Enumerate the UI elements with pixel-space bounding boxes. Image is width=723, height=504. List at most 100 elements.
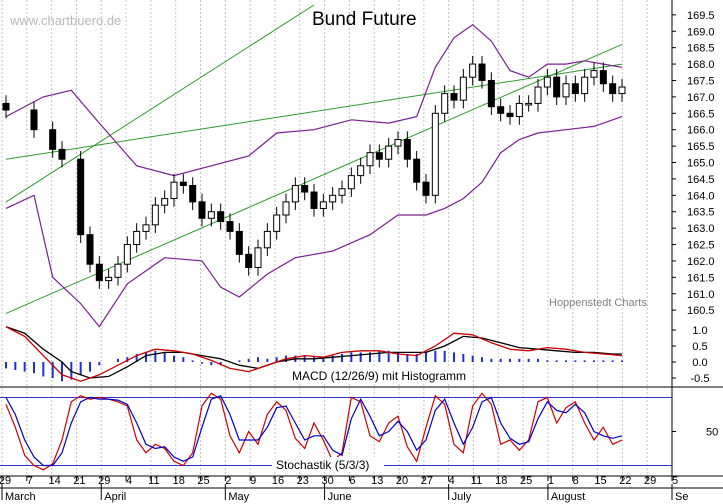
month-label: Se — [675, 491, 688, 503]
candle-body — [151, 204, 159, 226]
candle-body — [179, 181, 187, 186]
trend-line — [5, 63, 623, 160]
candle-body — [95, 263, 103, 282]
watermark: www.chartbuero.de — [9, 13, 121, 28]
candle-body — [599, 70, 607, 85]
price-panel — [2, 4, 626, 328]
x-tick-label: 25 — [520, 475, 532, 487]
y-tick-label: 169.5 — [687, 10, 715, 22]
x-tick-label: 11 — [148, 475, 159, 487]
candle-body — [543, 76, 551, 88]
y-tick-label: 161.5 — [687, 272, 715, 284]
x-tick-label: 14 — [49, 475, 61, 487]
candle-body — [198, 201, 206, 219]
x-tick-label: 21 — [73, 475, 85, 487]
candle-body — [394, 139, 402, 147]
candle-body — [534, 86, 542, 104]
candle-body — [450, 93, 458, 101]
candle-body — [77, 158, 85, 236]
candle-body — [329, 194, 337, 203]
y-tick-label: 0.5 — [692, 341, 707, 353]
month-label: July — [452, 491, 472, 503]
candle-body — [133, 230, 141, 246]
y-tick-label: 167.5 — [687, 75, 715, 87]
x-tick-label: 13 — [371, 475, 383, 487]
x-tick-label: 7 — [27, 475, 33, 487]
y-tick-label: 160.5 — [687, 305, 715, 317]
x-tick-label: 29 — [0, 475, 11, 487]
candle-body — [403, 139, 411, 160]
y-tick-label: 166.5 — [687, 108, 715, 120]
macd-label: MACD (12/26/9) mit Histogramm — [292, 369, 466, 383]
signal-line — [5, 326, 623, 382]
candle-body — [506, 112, 514, 118]
candle-body — [2, 102, 10, 111]
candle-body — [357, 165, 365, 177]
candle-body — [161, 198, 169, 206]
candle-body — [441, 93, 449, 114]
y-tick-label: 164.5 — [687, 174, 715, 186]
stochastic-d-line — [5, 395, 623, 467]
y-tick-label: 163.0 — [687, 223, 715, 235]
chart-title: Bund Future — [312, 9, 417, 30]
month-label: June — [328, 491, 352, 503]
x-tick-label: 18 — [173, 475, 185, 487]
candle-body — [469, 63, 477, 78]
y-tick-label: 168.0 — [687, 59, 715, 71]
candle-body — [245, 253, 253, 268]
candle-body — [291, 184, 299, 203]
x-tick-label: 8 — [573, 475, 579, 487]
vertical-gridlines — [1, 0, 673, 476]
channel-upper-line — [5, 4, 315, 203]
candle-body — [30, 109, 38, 131]
macd-line — [5, 326, 622, 379]
y-tick-label: 0.0 — [692, 357, 707, 369]
candle-body — [319, 201, 327, 209]
candle-body — [525, 102, 533, 106]
candle-body — [487, 79, 495, 108]
x-tick-label: 16 — [272, 475, 284, 487]
y-tick-label: 169.0 — [687, 26, 715, 38]
candle-body — [86, 234, 94, 265]
candle-body — [571, 83, 579, 95]
candle-body — [609, 83, 617, 95]
candle-body — [58, 148, 66, 160]
candle-body — [459, 76, 467, 101]
macd-label-bg — [288, 368, 472, 383]
x-tick-label: 15 — [594, 475, 606, 487]
candle-body — [590, 70, 598, 78]
candle-body — [515, 102, 523, 118]
candle-body — [105, 276, 113, 282]
y-tick-label: -0.5 — [691, 373, 710, 385]
candle-body — [217, 211, 225, 223]
candle-body — [142, 224, 150, 232]
x-tick-label: 23 — [297, 475, 309, 487]
x-tick-label: 30 — [321, 475, 333, 487]
x-tick-label: 18 — [495, 475, 507, 487]
candle-body — [282, 201, 290, 216]
candle-body — [478, 63, 486, 81]
candle-body — [581, 76, 589, 95]
candle-body — [207, 211, 215, 219]
y-tick-label: 165.0 — [687, 158, 715, 170]
x-tick-label: 6 — [349, 475, 355, 487]
x-tick-label: 2 — [225, 475, 231, 487]
month-label: April — [104, 491, 126, 503]
upper-bollinger-band — [5, 23, 623, 177]
candle-body — [189, 184, 197, 203]
lower-bollinger-band — [5, 116, 623, 328]
candle-body — [123, 244, 131, 265]
x-tick-label: 9 — [250, 475, 256, 487]
y-tick-label: 168.5 — [687, 43, 715, 55]
macd-panel — [5, 326, 623, 382]
candle-body — [562, 83, 570, 98]
x-tick-label: 4 — [126, 475, 132, 487]
x-tick-label: 5 — [672, 475, 678, 487]
x-tick-label: 1 — [548, 475, 554, 487]
candle-body — [347, 175, 355, 190]
month-label: August — [551, 491, 585, 503]
candle-body — [49, 129, 57, 150]
x-tick-label: 22 — [619, 475, 631, 487]
